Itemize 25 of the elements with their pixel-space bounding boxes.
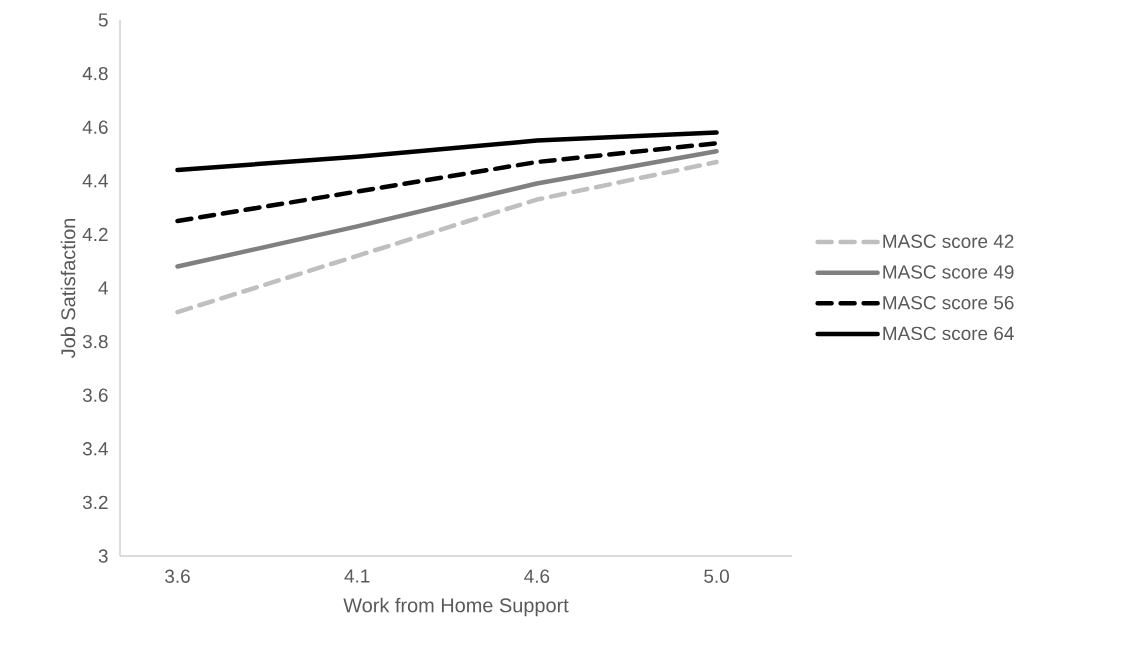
x-axis-title: Work from Home Support [343, 597, 569, 617]
y-tick-label: 3.8 [82, 334, 108, 349]
x-tick-label: 5.0 [704, 569, 729, 583]
x-tick-label: 4.6 [524, 569, 550, 583]
y-axis-title: Job Satisfaction [60, 218, 76, 358]
legend-label: MASC score 49 [883, 265, 1014, 279]
y-tick-label: 4 [98, 281, 108, 295]
line-series [175, 141, 719, 224]
x-tick-label: 3.6 [165, 569, 190, 583]
y-tick-label: 3.6 [82, 388, 108, 402]
x-tick-label: 4.1 [344, 569, 370, 583]
line-series [175, 159, 719, 315]
y-tick-label: 5 [98, 13, 108, 27]
y-tick-label: 3.4 [82, 442, 108, 456]
y-tick-label: 4.8 [82, 66, 108, 81]
line-series [175, 149, 719, 269]
y-tick-label: 3.2 [82, 495, 108, 510]
line-series [175, 130, 719, 173]
y-tick-label: 4.4 [82, 174, 108, 188]
legend-label: MASC score 42 [883, 234, 1014, 248]
y-tick-label: 4.6 [82, 120, 108, 134]
legend-label: MASC score 56 [883, 295, 1014, 310]
y-tick-label: 3 [98, 549, 108, 563]
y-tick-label: 4.2 [82, 227, 108, 241]
legend-label: MASC score 64 [883, 326, 1014, 341]
